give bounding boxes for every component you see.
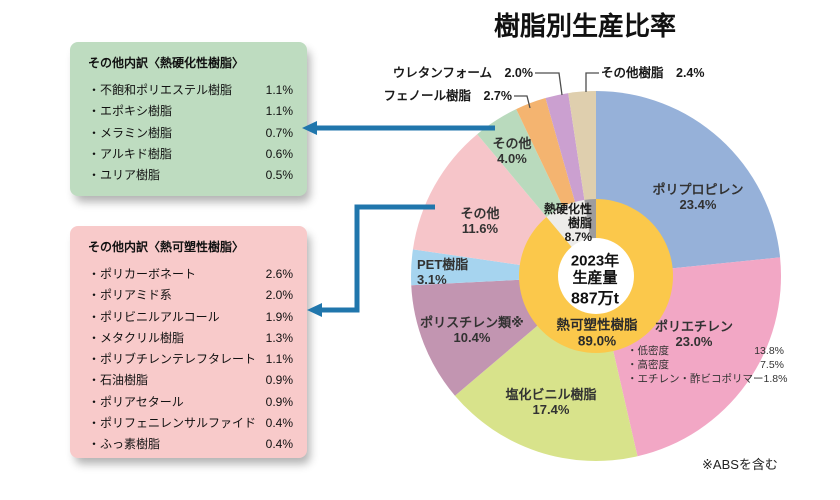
item-label: ・ポリブチレンテレフタレート: [88, 352, 257, 367]
item-label: ・メタクリル樹脂: [88, 330, 185, 345]
item-value: 1.1%: [265, 104, 293, 119]
item-label: ・ポリカーボネート: [88, 267, 197, 281]
item-label: ・不飽和ポリエステル樹脂: [88, 83, 233, 97]
leader-line-phenol: [514, 95, 531, 109]
item-label: ・ポリアセタール: [88, 394, 184, 409]
breakdown-item: ・石油樹脂 0.9%: [88, 370, 293, 391]
breakdown-item: ・ポリカーボネート 2.6%: [88, 264, 293, 285]
item-value: 1.1%: [265, 352, 293, 367]
breakdown-item: ・ポリフェニレンサルファイド 0.4%: [88, 413, 293, 434]
breakdown-item: ・ポリブチレンテレフタレート 1.1%: [88, 349, 293, 370]
item-value: 0.9%: [265, 373, 293, 388]
item-value: 1.1%: [265, 83, 293, 97]
item-value: 2.6%: [265, 267, 293, 281]
thermoset-breakdown-box: その他内訳〈熱硬化性樹脂〉 ・不飽和ポリエステル樹脂 1.1% ・エポキシ樹脂 1.1…: [70, 42, 307, 196]
breakdown-item: ・ポリアミド系 2.0%: [88, 285, 293, 306]
item-value: 2.0%: [265, 288, 293, 303]
item-label: ・ポリアミド系: [88, 288, 172, 303]
donut-hole: [558, 238, 634, 314]
item-value: 0.9%: [265, 394, 293, 409]
thermoset-items: ・不飽和ポリエステル樹脂 1.1% ・エポキシ樹脂 1.1% ・メラミン樹脂 0.7% ・ア…: [88, 80, 293, 186]
callout-arrow-line-2: [321, 204, 435, 313]
breakdown-item: ・メラミン樹脂 0.7%: [88, 123, 293, 144]
breakdown-item: ・エポキシ樹脂 1.1%: [88, 101, 293, 122]
breakdown-item: ・ポリビニルアルコール 1.9%: [88, 307, 293, 328]
item-value: 0.4%: [265, 437, 293, 452]
item-label: ・ふっ素樹脂: [88, 437, 161, 452]
item-value: 0.6%: [265, 146, 293, 161]
item-label: ・ポリビニルアルコール: [88, 309, 220, 324]
item-label: ・石油樹脂: [88, 373, 149, 388]
thermoset-box-title: その他内訳〈熱硬化性樹脂〉: [88, 56, 245, 70]
leader-line-urethane-foam: [535, 72, 563, 96]
leader-line-other-resins: [585, 72, 599, 92]
breakdown-item: ・ふっ素樹脂 0.4%: [88, 434, 293, 455]
breakdown-item: ・ユリア樹脂 0.5%: [88, 165, 293, 186]
thermoplastic-box-title: その他内訳〈熱可塑性樹脂〉: [88, 240, 245, 254]
breakdown-item: ・ポリアセタール 0.9%: [88, 392, 293, 413]
item-label: ・エポキシ樹脂: [88, 104, 173, 119]
item-label: ・メラミン樹脂: [88, 125, 173, 140]
item-value: 1.9%: [265, 309, 293, 324]
thermoplastic-breakdown-box: その他内訳〈熱可塑性樹脂〉 ・ポリカーボネート 2.6% ・ポリアミド系 2.0% ・ポ…: [70, 226, 307, 458]
item-label: ・アルキド樹脂: [88, 146, 172, 161]
item-label: ・ポリフェニレンサルファイド: [88, 416, 257, 431]
breakdown-item: ・メタクリル樹脂 1.3%: [88, 328, 293, 349]
item-value: 0.5%: [265, 168, 293, 183]
thermoplastic-items: ・ポリカーボネート 2.6% ・ポリアミド系 2.0% ・ポリビニルアルコール 1.9% ・…: [88, 264, 293, 456]
breakdown-item: ・アルキド樹脂 0.6%: [88, 144, 293, 165]
item-value: 0.4%: [265, 416, 293, 431]
callout-arrow-head-2: [307, 303, 322, 317]
chart-title: 樹脂別生産比率: [493, 11, 677, 41]
callout-arrow-head-1: [302, 121, 317, 135]
abs-note: ※ABSを含む: [702, 457, 778, 472]
item-label: ・ユリア樹脂: [88, 168, 161, 183]
item-value: 0.7%: [265, 125, 293, 140]
breakdown-item: ・不飽和ポリエステル樹脂 1.1%: [88, 80, 293, 101]
item-value: 1.3%: [265, 330, 293, 345]
